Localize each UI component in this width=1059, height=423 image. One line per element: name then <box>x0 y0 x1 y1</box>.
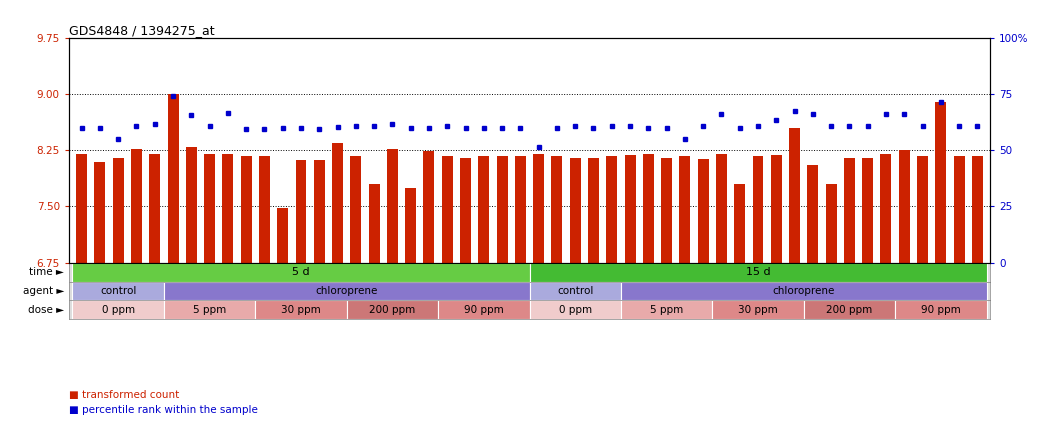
Text: 90 ppm: 90 ppm <box>464 305 504 315</box>
Bar <box>167 94 179 263</box>
Text: 200 ppm: 200 ppm <box>826 305 873 315</box>
Text: ■ transformed count: ■ transformed count <box>69 390 179 400</box>
Bar <box>313 160 325 263</box>
Bar <box>333 143 343 263</box>
Bar <box>621 282 987 300</box>
Text: GDS4848 / 1394275_at: GDS4848 / 1394275_at <box>69 24 215 37</box>
Text: agent ►: agent ► <box>23 286 65 296</box>
Bar <box>661 158 672 263</box>
Bar <box>94 162 106 263</box>
Bar <box>222 154 233 263</box>
Text: 200 ppm: 200 ppm <box>370 305 415 315</box>
Bar <box>953 156 965 263</box>
Bar <box>621 300 713 319</box>
Bar <box>164 282 530 300</box>
Bar <box>424 151 434 263</box>
Bar <box>497 156 507 263</box>
Bar <box>204 154 215 263</box>
Bar <box>164 300 255 319</box>
Text: chloroprene: chloroprene <box>316 286 378 296</box>
Bar <box>680 156 690 263</box>
Text: 5 ppm: 5 ppm <box>193 305 227 315</box>
Text: control: control <box>557 286 593 296</box>
Text: 30 ppm: 30 ppm <box>281 305 321 315</box>
Text: time ►: time ► <box>30 267 65 277</box>
Bar <box>972 156 983 263</box>
Bar <box>406 188 416 263</box>
Bar <box>240 157 252 263</box>
Bar <box>771 155 782 263</box>
Text: chloroprene: chloroprene <box>772 286 834 296</box>
Text: 0 ppm: 0 ppm <box>559 305 592 315</box>
Bar <box>112 158 124 263</box>
Bar <box>880 154 892 263</box>
Text: 30 ppm: 30 ppm <box>738 305 778 315</box>
Bar <box>351 157 361 263</box>
Bar <box>734 184 746 263</box>
Bar <box>753 156 764 263</box>
Bar <box>255 300 346 319</box>
Bar <box>826 184 837 263</box>
Text: ■ percentile rank within the sample: ■ percentile rank within the sample <box>69 405 257 415</box>
Bar <box>515 157 526 263</box>
Bar <box>259 157 270 263</box>
Bar <box>76 154 87 263</box>
Bar <box>369 184 379 263</box>
Bar <box>277 208 288 263</box>
Bar <box>131 149 142 263</box>
Bar <box>625 155 635 263</box>
Bar <box>149 154 160 263</box>
Bar <box>804 300 895 319</box>
Text: 0 ppm: 0 ppm <box>102 305 134 315</box>
Bar <box>530 282 621 300</box>
Text: 5 d: 5 d <box>292 267 310 277</box>
Bar <box>530 300 621 319</box>
Bar <box>72 263 530 282</box>
Text: 5 ppm: 5 ppm <box>650 305 683 315</box>
Bar <box>713 300 804 319</box>
Bar <box>387 149 398 263</box>
Bar <box>530 263 987 282</box>
Bar <box>570 158 580 263</box>
Bar <box>698 159 708 263</box>
Bar <box>899 150 910 263</box>
Bar <box>346 300 438 319</box>
Bar <box>862 158 874 263</box>
Bar <box>789 128 800 263</box>
Bar <box>533 154 544 263</box>
Bar <box>844 158 855 263</box>
Bar <box>807 165 819 263</box>
Bar <box>716 154 726 263</box>
Bar <box>479 157 489 263</box>
Bar <box>185 147 197 263</box>
Bar <box>552 156 562 263</box>
Bar <box>72 300 164 319</box>
Text: control: control <box>100 286 137 296</box>
Bar <box>460 158 471 263</box>
Text: 15 d: 15 d <box>746 267 770 277</box>
Bar <box>442 156 453 263</box>
Bar <box>895 300 987 319</box>
Bar <box>643 154 653 263</box>
Bar <box>606 157 617 263</box>
Text: dose ►: dose ► <box>29 305 65 315</box>
Bar <box>295 160 306 263</box>
Bar <box>72 282 164 300</box>
Bar <box>917 156 928 263</box>
Bar <box>935 102 947 263</box>
Bar <box>588 158 599 263</box>
Bar <box>438 300 530 319</box>
Text: 90 ppm: 90 ppm <box>921 305 961 315</box>
